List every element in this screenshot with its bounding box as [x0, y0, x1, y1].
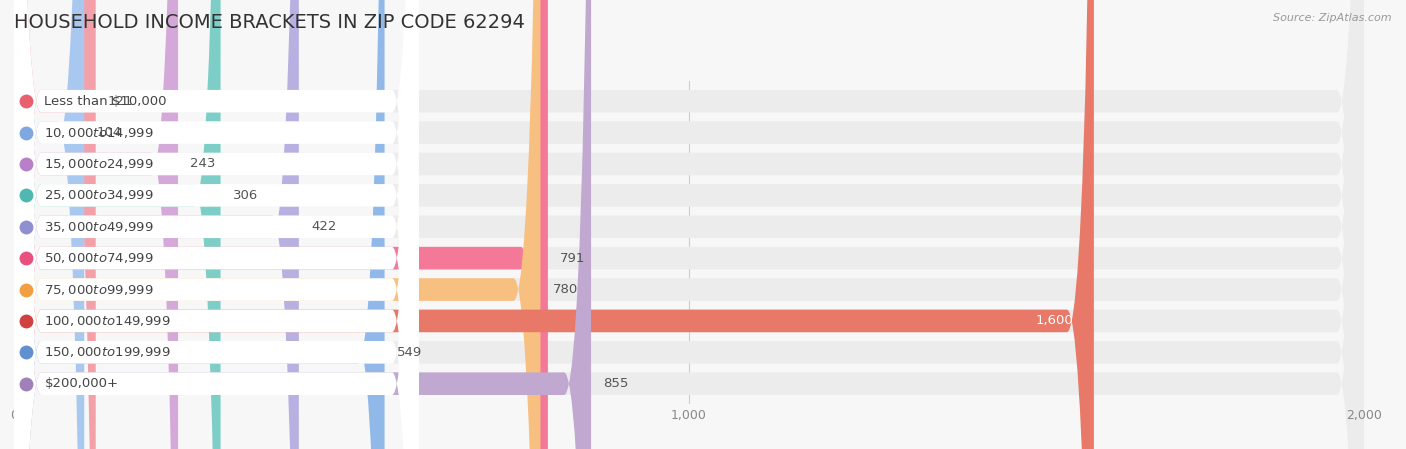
FancyBboxPatch shape	[14, 0, 1364, 449]
FancyBboxPatch shape	[14, 0, 1364, 449]
FancyBboxPatch shape	[14, 0, 591, 449]
Text: $15,000 to $24,999: $15,000 to $24,999	[45, 157, 155, 171]
FancyBboxPatch shape	[14, 0, 419, 449]
FancyBboxPatch shape	[14, 0, 1364, 449]
FancyBboxPatch shape	[14, 0, 1364, 449]
FancyBboxPatch shape	[14, 0, 84, 449]
FancyBboxPatch shape	[14, 0, 1364, 449]
Text: 855: 855	[603, 377, 628, 390]
FancyBboxPatch shape	[14, 0, 419, 449]
Text: $100,000 to $149,999: $100,000 to $149,999	[45, 314, 172, 328]
Text: $35,000 to $49,999: $35,000 to $49,999	[45, 220, 155, 234]
Text: $10,000 to $14,999: $10,000 to $14,999	[45, 126, 155, 140]
FancyBboxPatch shape	[14, 0, 221, 449]
Text: 306: 306	[233, 189, 257, 202]
Text: 121: 121	[108, 95, 134, 108]
Text: $25,000 to $34,999: $25,000 to $34,999	[45, 189, 155, 202]
Text: 791: 791	[560, 251, 585, 264]
FancyBboxPatch shape	[14, 0, 1364, 449]
FancyBboxPatch shape	[14, 0, 96, 449]
Text: $200,000+: $200,000+	[45, 377, 118, 390]
FancyBboxPatch shape	[14, 0, 1364, 449]
FancyBboxPatch shape	[14, 0, 1094, 449]
FancyBboxPatch shape	[14, 0, 1364, 449]
FancyBboxPatch shape	[14, 0, 385, 449]
FancyBboxPatch shape	[14, 0, 1364, 449]
Text: Source: ZipAtlas.com: Source: ZipAtlas.com	[1274, 13, 1392, 23]
FancyBboxPatch shape	[14, 0, 419, 449]
FancyBboxPatch shape	[14, 0, 419, 449]
Text: 549: 549	[396, 346, 422, 359]
Text: Less than $10,000: Less than $10,000	[45, 95, 167, 108]
FancyBboxPatch shape	[14, 0, 419, 449]
FancyBboxPatch shape	[14, 0, 419, 449]
Text: HOUSEHOLD INCOME BRACKETS IN ZIP CODE 62294: HOUSEHOLD INCOME BRACKETS IN ZIP CODE 62…	[14, 13, 524, 32]
FancyBboxPatch shape	[14, 0, 419, 449]
Text: 243: 243	[190, 158, 215, 171]
FancyBboxPatch shape	[14, 0, 419, 449]
FancyBboxPatch shape	[14, 0, 548, 449]
Text: $75,000 to $99,999: $75,000 to $99,999	[45, 282, 155, 296]
Text: 104: 104	[97, 126, 122, 139]
FancyBboxPatch shape	[14, 0, 540, 449]
Text: 780: 780	[553, 283, 578, 296]
FancyBboxPatch shape	[14, 0, 179, 449]
Text: $50,000 to $74,999: $50,000 to $74,999	[45, 251, 155, 265]
FancyBboxPatch shape	[14, 0, 419, 449]
FancyBboxPatch shape	[14, 0, 299, 449]
Text: $150,000 to $199,999: $150,000 to $199,999	[45, 345, 172, 359]
Text: 422: 422	[311, 220, 336, 233]
FancyBboxPatch shape	[14, 0, 419, 449]
Text: 1,600: 1,600	[1036, 314, 1074, 327]
FancyBboxPatch shape	[14, 0, 1364, 449]
